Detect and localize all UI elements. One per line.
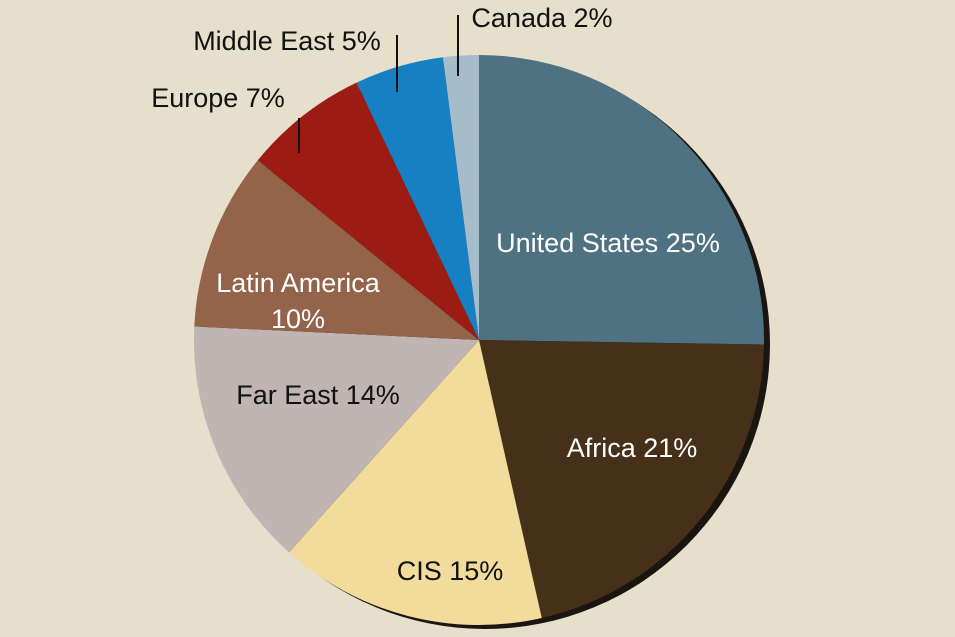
pie-slice <box>288 340 542 625</box>
slice-category: Canada <box>471 3 567 33</box>
slice-category: Europe <box>151 83 238 113</box>
slice-label: Middle East 5% <box>193 26 381 56</box>
slice-value-label: 10% <box>271 304 325 334</box>
slice-value-label: 21% <box>643 433 697 463</box>
slice-category: CIS <box>397 556 442 586</box>
slice-label: Europe 7% <box>151 83 285 113</box>
slice-category: United States <box>496 228 658 258</box>
slice-label: United States 25% <box>496 228 720 258</box>
slice-value-label: 25% <box>666 228 720 258</box>
slice-value-label: 5% <box>342 26 381 56</box>
pie-slice <box>194 160 479 340</box>
pie-slice <box>479 55 764 345</box>
slice-category: Middle East <box>193 26 335 56</box>
slice-category: Africa <box>567 433 637 463</box>
slice-label: Latin America 10% <box>216 268 381 334</box>
pie-slice <box>257 82 479 340</box>
slice-value-label: 14% <box>346 380 400 410</box>
pie-slice <box>194 326 480 553</box>
pie-slice <box>479 340 764 618</box>
slice-category: Far East <box>236 380 339 410</box>
slice-value-label: 2% <box>574 3 613 33</box>
slice-category: Latin America <box>216 268 381 298</box>
pie-slice <box>356 57 479 340</box>
slice-label: Canada 2% <box>471 3 612 33</box>
pie-slice <box>442 55 479 340</box>
slice-value-label: 15% <box>449 556 503 586</box>
slice-label: Africa 21% <box>567 433 698 463</box>
slice-label: CIS 15% <box>397 556 504 586</box>
slice-label: Far East 14% <box>236 380 400 410</box>
slice-value-label: 7% <box>246 83 285 113</box>
